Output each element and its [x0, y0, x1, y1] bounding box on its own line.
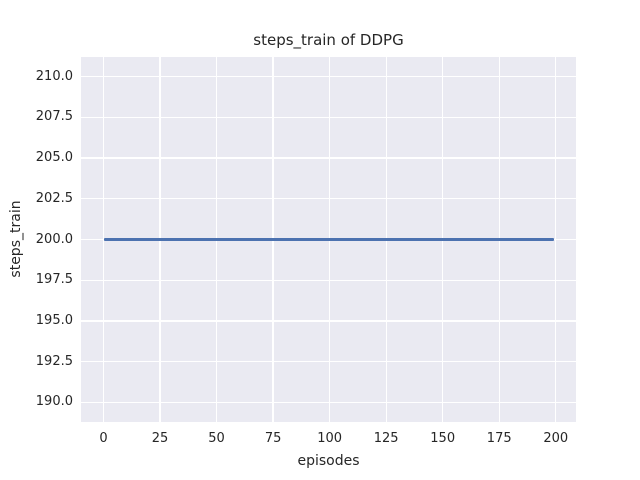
- y-tick-label: 197.5: [35, 272, 73, 288]
- x-tick-label: 100: [317, 431, 343, 446]
- x-tick-label: 25: [151, 431, 169, 446]
- y-tick-label: 190.0: [35, 394, 73, 410]
- x-axis-label: episodes: [297, 453, 360, 469]
- gridline-horizontal: [81, 401, 576, 404]
- y-tick-label: 210.0: [35, 68, 73, 84]
- gridline-horizontal: [81, 75, 576, 78]
- y-tick-label: 200.0: [35, 231, 73, 247]
- gridline-horizontal: [81, 157, 576, 159]
- gridline-horizontal: [81, 279, 576, 281]
- x-tick-label: 75: [264, 431, 282, 446]
- gridline-horizontal: [81, 116, 576, 118]
- gridline-horizontal: [81, 320, 576, 322]
- y-tick-label: 205.0: [35, 150, 73, 166]
- x-tick-label: 150: [430, 431, 456, 446]
- gridline-horizontal: [81, 198, 576, 200]
- x-tick-label: 175: [486, 431, 512, 446]
- y-tick-label: 195.0: [35, 312, 73, 328]
- x-tick-label: 125: [373, 431, 399, 446]
- x-tick-label: 50: [208, 431, 225, 446]
- plot-area: [81, 57, 576, 422]
- y-tick-label: 207.5: [35, 109, 73, 125]
- x-tick-label: 200: [543, 431, 569, 446]
- y-tick-label: 192.5: [35, 353, 73, 369]
- gridline-horizontal: [81, 361, 576, 363]
- y-tick-label: 202.5: [35, 190, 73, 206]
- chart-title: steps_train of DDPG: [253, 31, 404, 49]
- x-tick-label: 0: [99, 431, 108, 446]
- line-series-ddpg-steps-train: [103, 238, 554, 241]
